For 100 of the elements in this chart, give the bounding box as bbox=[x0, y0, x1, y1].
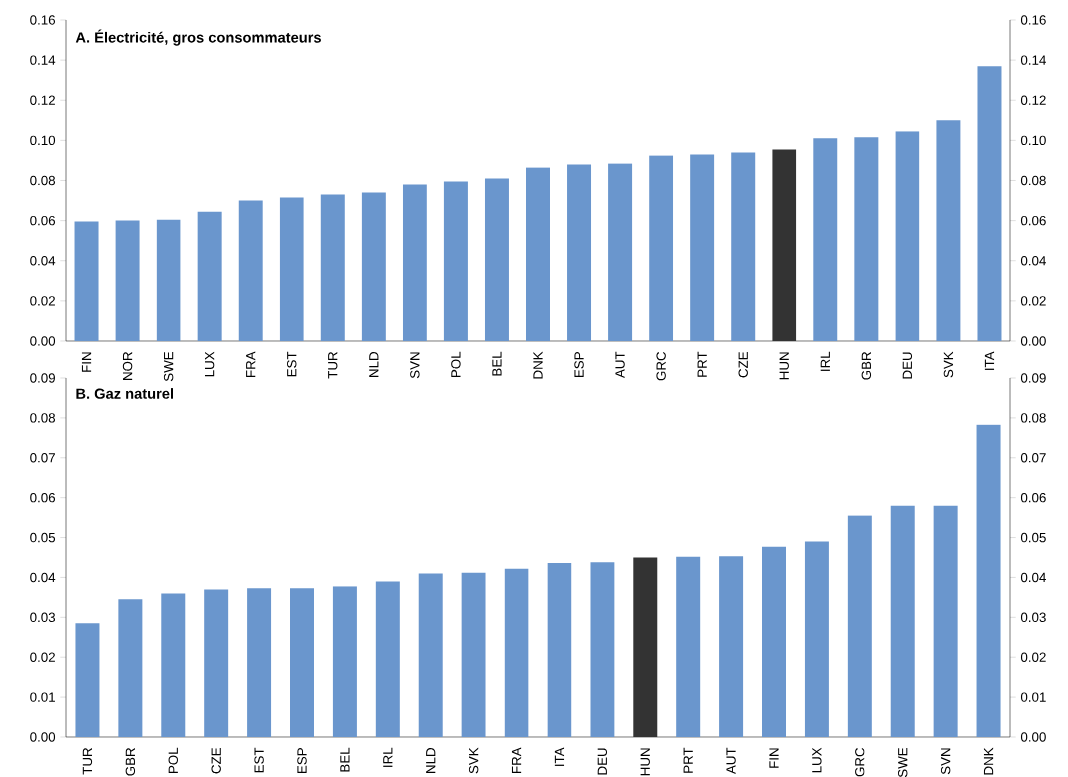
x-tick-label: TUR bbox=[328, 352, 338, 379]
y2-tick-label: 0.16 bbox=[1020, 15, 1046, 25]
x-tick-label: SWE bbox=[163, 351, 174, 382]
bar bbox=[813, 138, 838, 341]
x-tick-label: SVN bbox=[940, 748, 951, 775]
y-tick-label: 0.06 bbox=[30, 215, 56, 226]
bar bbox=[443, 181, 468, 341]
y-tick-label: 0.01 bbox=[30, 692, 55, 702]
bar bbox=[547, 563, 572, 737]
bar bbox=[762, 546, 786, 737]
y2-tick-label: 0.08 bbox=[1020, 413, 1046, 423]
y2-tick-label: 0.06 bbox=[1020, 215, 1046, 226]
bar bbox=[772, 149, 797, 341]
x-tick-label: EST bbox=[254, 747, 264, 773]
x-tick-label: SWE bbox=[898, 747, 908, 777]
y2-tick-label: 0.12 bbox=[1020, 95, 1046, 105]
x-tick-label: GBR bbox=[861, 352, 872, 380]
y-tick-label: 0.00 bbox=[30, 336, 56, 346]
bar bbox=[402, 184, 427, 341]
x-tick-label: TUR bbox=[82, 748, 93, 775]
x-tick-label: GRC bbox=[656, 351, 666, 381]
y2-tick-label: 0.14 bbox=[1020, 55, 1046, 65]
y-tick-label: 0.12 bbox=[30, 95, 55, 105]
bar bbox=[590, 562, 615, 737]
x-tick-label: SVN bbox=[410, 352, 420, 379]
y2-tick-label: 0.08 bbox=[1020, 175, 1046, 186]
bar bbox=[279, 197, 304, 341]
x-tick-label: FRA bbox=[511, 747, 522, 773]
x-tick-label: FIN bbox=[769, 748, 779, 768]
bar bbox=[690, 154, 715, 341]
x-tick-label: NLD bbox=[369, 352, 379, 377]
bar bbox=[332, 586, 357, 737]
bar bbox=[847, 515, 872, 737]
bar bbox=[936, 120, 961, 341]
bar bbox=[854, 137, 879, 341]
y2-tick-label: 0.03 bbox=[1020, 612, 1046, 623]
x-tick-label: SVK bbox=[468, 747, 479, 774]
y-tick-label: 0.06 bbox=[30, 492, 56, 503]
x-tick-label: AUT bbox=[615, 351, 625, 379]
y2-tick-label: 0.05 bbox=[1020, 532, 1046, 543]
x-tick-label: PRT bbox=[697, 351, 707, 377]
y-tick-label: 0.08 bbox=[30, 175, 56, 186]
x-tick-label: ESP bbox=[297, 748, 307, 773]
y-tick-label: 0.08 bbox=[30, 413, 56, 423]
bar bbox=[156, 219, 181, 341]
y-tick-label: 0.02 bbox=[30, 296, 55, 306]
y-tick-label: 0.16 bbox=[30, 15, 56, 25]
bar bbox=[118, 599, 143, 737]
y-tick-label: 0.00 bbox=[30, 732, 56, 742]
x-tick-label: IRL bbox=[820, 351, 830, 371]
bar bbox=[676, 556, 701, 737]
y-tick-label: 0.07 bbox=[30, 453, 55, 463]
bar bbox=[504, 568, 529, 737]
bar bbox=[375, 581, 400, 737]
x-tick-label: LUX bbox=[205, 351, 215, 377]
x-tick-label: GBR bbox=[125, 748, 136, 776]
bar bbox=[804, 541, 829, 737]
x-tick-label: IRL bbox=[383, 747, 393, 767]
y2-tick-label: 0.00 bbox=[1020, 336, 1046, 346]
y-tick-label: 0.14 bbox=[30, 55, 56, 65]
bar bbox=[608, 163, 633, 341]
x-tick-label: LUX bbox=[812, 747, 822, 773]
bar bbox=[567, 164, 592, 341]
x-tick-label: SVK bbox=[943, 351, 954, 378]
bar bbox=[633, 557, 658, 737]
bar bbox=[161, 593, 186, 737]
y2-tick-label: 0.09 bbox=[1020, 373, 1046, 383]
bar bbox=[484, 178, 509, 341]
text: A. Électricité, gros consommateurs bbox=[75, 29, 321, 46]
x-tick-label: PRT bbox=[683, 747, 693, 773]
bar bbox=[238, 200, 263, 341]
y-tick-label: 0.04 bbox=[30, 572, 56, 583]
x-tick-label: NLD bbox=[426, 748, 436, 773]
x-tick-label: DEU bbox=[597, 748, 608, 775]
x-tick-label: POL bbox=[451, 351, 461, 377]
y2-tick-label: 0.04 bbox=[1020, 572, 1046, 583]
bar bbox=[247, 588, 272, 737]
bar bbox=[890, 505, 915, 737]
x-tick-label: ITA bbox=[984, 351, 995, 370]
x-tick-label: BEL bbox=[340, 747, 350, 772]
x-tick-label: BEL bbox=[492, 351, 502, 376]
bar bbox=[361, 192, 386, 341]
x-tick-label: CZE bbox=[211, 747, 221, 774]
x-tick-label: POL bbox=[168, 747, 178, 773]
bar bbox=[197, 211, 222, 341]
x-tick-label: HUN bbox=[640, 748, 650, 776]
bar bbox=[204, 589, 229, 737]
x-tick-label: NOR bbox=[122, 352, 133, 380]
bar bbox=[649, 155, 674, 341]
y-tick-label: 0.04 bbox=[30, 256, 56, 266]
bar bbox=[115, 220, 140, 341]
x-tick-label: ESP bbox=[574, 352, 584, 377]
y2-tick-label: 0.04 bbox=[1020, 256, 1046, 266]
x-tick-label: GRC bbox=[855, 747, 865, 777]
x-tick-label: FRA bbox=[246, 351, 256, 377]
y2-tick-label: 0.10 bbox=[1020, 135, 1046, 146]
text: B. Gaz naturel bbox=[76, 388, 173, 399]
x-tick-label: EST bbox=[287, 351, 297, 377]
bar bbox=[75, 623, 100, 737]
bar bbox=[74, 221, 99, 341]
